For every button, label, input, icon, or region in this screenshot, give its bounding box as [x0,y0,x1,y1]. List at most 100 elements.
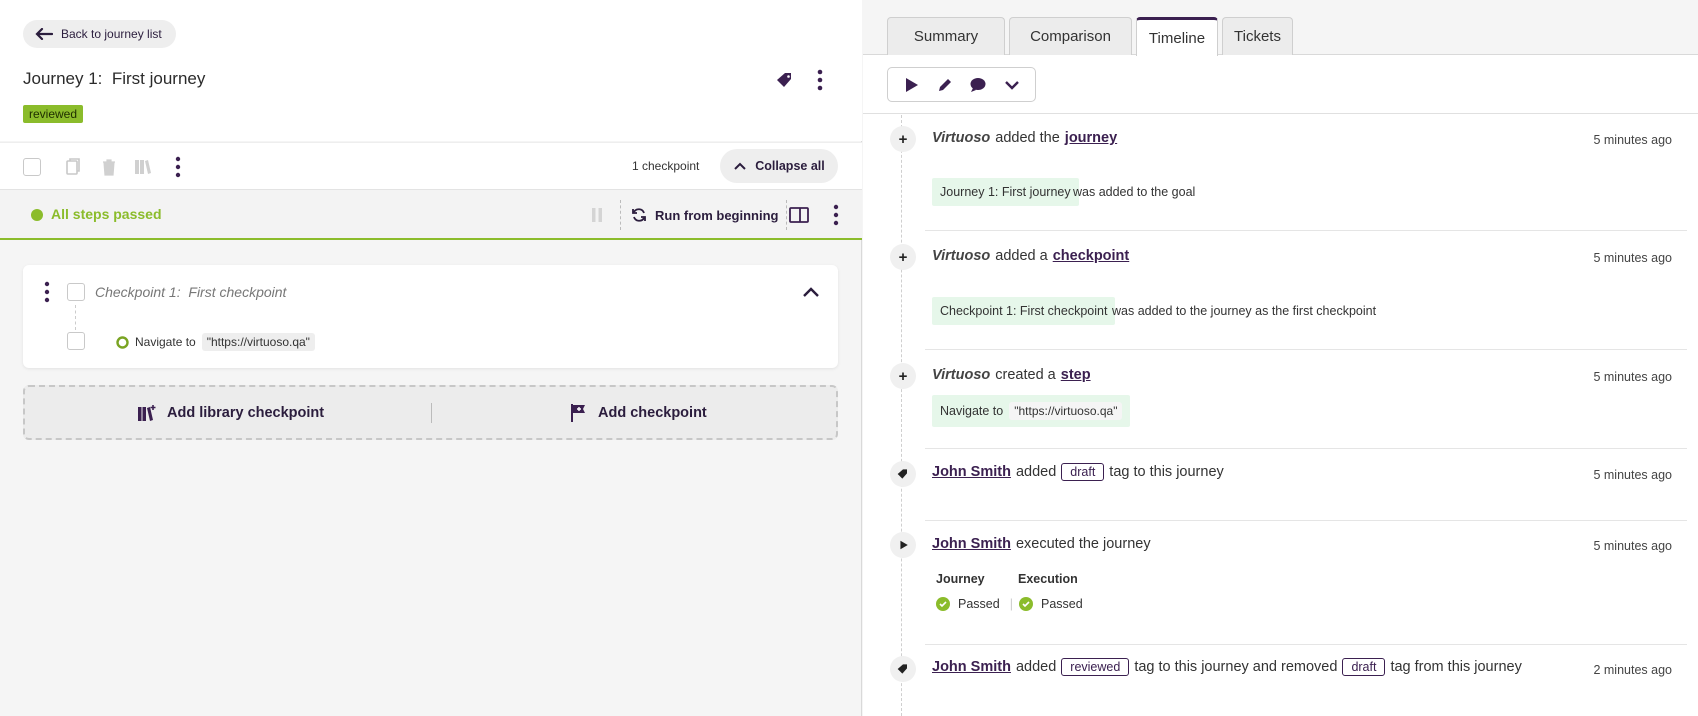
execution-status: Passed [1019,597,1083,611]
status-dot [31,209,43,221]
event-time: 5 minutes ago [1593,133,1672,147]
event-actor-link[interactable]: John Smith [932,464,1011,480]
pencil-icon[interactable] [936,76,954,94]
play-icon[interactable] [902,76,920,94]
more-vertical-icon[interactable] [172,155,184,179]
tab-bar: Summary Comparison Timeline Tickets [863,0,1698,56]
event-text: Virtuoso added a checkpoint [932,248,1129,264]
step-status-icon [116,335,129,349]
run-label: Run from beginning [655,207,779,223]
event-actor: Virtuoso [932,248,991,264]
tag-icon[interactable] [776,71,794,89]
event-actor-link[interactable]: John Smith [932,659,1011,675]
run-from-beginning-button[interactable]: Run from beginning [620,200,788,230]
event-note: was added to the goal [1073,185,1196,199]
timeline-line [901,115,902,716]
tag-chip: draft [1061,463,1105,481]
event-text: Virtuoso created a step [932,367,1091,383]
event-actor: Virtuoso [932,367,991,383]
step-value: "https://virtuoso.qa" [1009,402,1123,420]
event-actor-link[interactable]: John Smith [932,536,1011,552]
timeline-event: John Smith added draft tag to this journ… [890,449,1687,521]
pause-icon[interactable] [591,207,603,223]
tag-icon [890,461,916,487]
copy-icon[interactable] [64,158,82,176]
event-object-link[interactable]: checkpoint [1052,248,1130,264]
timeline-event: + Virtuoso added a checkpoint 5 minutes … [890,231,1687,350]
checkpoint-toolbar: 1 checkpoint Collapse all [0,142,862,190]
collapse-label: Collapse all [755,159,825,173]
journey-title: Journey 1: First journey [23,69,205,89]
event-object-link[interactable]: journey [1064,130,1118,146]
event-rest: tag from this journey [1390,659,1522,675]
journey-header: Back to journey list Journey 1: First jo… [0,0,862,141]
select-all-checkbox[interactable] [23,158,41,176]
arrow-left-icon [35,28,53,40]
step-row[interactable]: Navigate to "https://virtuoso.qa" [116,333,315,351]
more-vertical-icon[interactable] [812,68,828,92]
collapse-all-button[interactable]: Collapse all [720,149,838,183]
journey-status-text: Passed [958,597,1000,611]
journey-chip: Journey 1: First journey [932,178,1079,206]
step-value: "https://virtuoso.qa" [201,333,315,351]
chevron-down-icon[interactable] [1003,76,1021,94]
event-note: was added to the journey as the first ch… [1112,304,1377,318]
journey-prefix: Journey 1: [23,69,103,88]
tab-comparison[interactable]: Comparison [1009,17,1132,55]
checkpoint-count: 1 checkpoint [632,159,700,173]
timeline-list: + Virtuoso added the journey 5 minutes a… [863,115,1698,716]
back-to-journey-list-button[interactable]: Back to journey list [23,20,176,48]
split-view-icon[interactable] [789,207,809,223]
timeline-event: + Virtuoso created a step 5 minutes ago … [890,350,1687,449]
check-icon [936,597,950,611]
library-icon[interactable] [134,158,152,176]
journey-name: First journey [111,69,206,88]
check-icon [1019,597,1033,611]
add-checkpoint-area: Add library checkpoint Add checkpoint [23,385,838,440]
comment-icon[interactable] [969,76,987,94]
refresh-icon [632,208,646,222]
plus-icon: + [890,363,916,389]
timeline-event: John Smith executed the journey 5 minute… [890,521,1687,645]
step-chip: Navigate to "https://virtuoso.qa" [932,395,1131,427]
checkpoint-title: Checkpoint 1: First checkpoint [95,284,286,300]
plus-icon: + [890,126,916,152]
checkpoint-name: First checkpoint [188,284,287,300]
tab-tickets[interactable]: Tickets [1222,17,1293,55]
step-action: Navigate to [135,335,196,349]
chevron-up-icon[interactable] [802,286,820,298]
library-add-icon [138,404,156,421]
event-verb: added the [995,130,1060,146]
event-time: 5 minutes ago [1593,468,1672,482]
tab-summary[interactable]: Summary [887,17,1005,55]
timeline-event: + Virtuoso added the journey 5 minutes a… [890,115,1687,231]
checkpoint-prefix: Checkpoint 1: [95,284,181,300]
run-status-bar: All steps passed Run from beginning [0,190,862,240]
add-checkpoint-button[interactable]: Add checkpoint [570,387,707,438]
execution-column-header: Execution [1018,572,1078,586]
event-time: 5 minutes ago [1593,539,1672,553]
checkpoint-checkbox[interactable] [67,283,85,301]
event-object-link[interactable]: step [1060,367,1091,383]
checkpoint-card: Checkpoint 1: First checkpoint Navigate … [23,265,838,368]
journey-status: Passed | [936,597,1013,611]
flag-add-icon [571,403,585,422]
step-action: Navigate to [940,404,1004,418]
trash-icon[interactable] [100,158,118,176]
event-verb: created a [995,367,1056,383]
add-checkpoint-label: Add checkpoint [598,404,707,421]
timeline-event: John Smith added reviewed tag to this jo… [890,645,1687,716]
event-time: 5 minutes ago [1593,251,1672,265]
details-panel: Summary Comparison Timeline Tickets + Vi… [863,0,1698,716]
removed-tag-chip: draft [1342,658,1386,676]
chevron-up-icon [734,162,746,170]
step-checkbox[interactable] [67,332,85,350]
event-text: John Smith added reviewed tag to this jo… [932,658,1522,676]
drag-menu-icon[interactable] [43,281,51,303]
add-library-checkpoint-button[interactable]: Add library checkpoint [137,387,324,438]
more-vertical-icon[interactable] [830,203,842,227]
event-text: John Smith added draft tag to this journ… [932,463,1224,481]
tab-timeline[interactable]: Timeline [1136,17,1218,56]
event-rest: tag to this journey [1109,464,1224,480]
event-time: 5 minutes ago [1593,370,1672,384]
